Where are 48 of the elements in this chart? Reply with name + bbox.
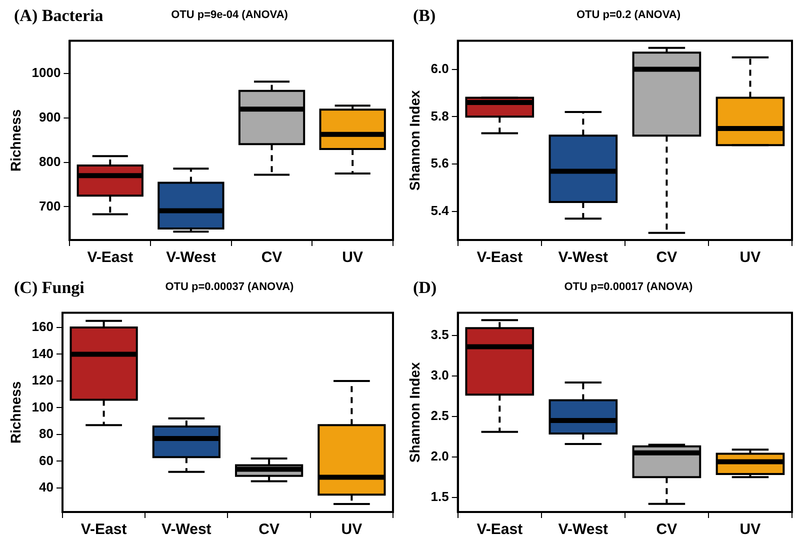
x-tick-label: UV <box>740 249 761 266</box>
y-axis-title: Shannon Index <box>406 90 422 191</box>
x-tick-label: UV <box>341 521 362 538</box>
y-tick-label: 5.4 <box>430 203 450 218</box>
y-tick-label: 5.8 <box>430 108 449 124</box>
y-tick-label: 40 <box>39 480 54 495</box>
x-tick-label: V-East <box>87 249 134 266</box>
x-tick-label: V-West <box>558 249 608 266</box>
y-axis-title: Richness <box>7 381 24 444</box>
chart-title: (C) Fungi <box>14 278 84 298</box>
y-tick-label: 700 <box>39 198 61 214</box>
x-tick-label: V-West <box>166 249 216 266</box>
x-tick-label: V-East <box>80 521 127 538</box>
x-tick-label: UV <box>740 521 761 538</box>
chart-subtitle: OTU p=0.00017 (ANOVA) <box>563 281 694 293</box>
y-tick-label: 3.5 <box>430 327 449 342</box>
x-tick-label: UV <box>342 249 364 266</box>
chart-title: (D) <box>413 278 437 298</box>
y-tick-label: 140 <box>32 346 54 361</box>
x-tick-label: CV <box>656 249 678 266</box>
chart-title: (A) Bacteria <box>14 6 104 26</box>
x-tick-label: CV <box>258 521 280 538</box>
y-tick-label: 1.5 <box>430 489 449 504</box>
y-tick-label: 100 <box>32 399 54 414</box>
y-tick-label: 900 <box>39 110 61 125</box>
chart-title: (B) <box>413 6 436 26</box>
x-tick-label: CV <box>656 521 678 538</box>
y-tick-label: 800 <box>39 154 61 169</box>
x-tick-label: V-East <box>476 521 523 538</box>
y-tick-label: 2.5 <box>430 408 449 424</box>
y-tick-label: 80 <box>39 426 54 442</box>
x-tick-label: V-East <box>476 249 523 266</box>
y-tick-label: 5.6 <box>430 156 449 171</box>
y-axis-title: Shannon Index <box>406 362 422 463</box>
y-tick-label: 3.0 <box>430 368 449 383</box>
y-tick-label: 1000 <box>32 65 61 80</box>
y-tick-label: 2.0 <box>430 448 449 464</box>
chart-subtitle: OTU p=9e-04 (ANOVA) <box>171 9 288 21</box>
x-tick-label: V-West <box>558 521 608 538</box>
y-tick-label: 60 <box>39 452 54 468</box>
x-tick-label: CV <box>261 249 282 266</box>
y-axis-title: Richness <box>7 109 24 172</box>
y-tick-label: 120 <box>32 372 54 388</box>
chart-subtitle: OTU p=0.2 (ANOVA) <box>575 9 682 21</box>
y-tick-label: 160 <box>32 319 54 334</box>
x-tick-label: V-West <box>162 521 212 538</box>
chart-subtitle: OTU p=0.00037 (ANOVA) <box>165 281 294 293</box>
y-tick-label: 6.0 <box>430 60 449 76</box>
